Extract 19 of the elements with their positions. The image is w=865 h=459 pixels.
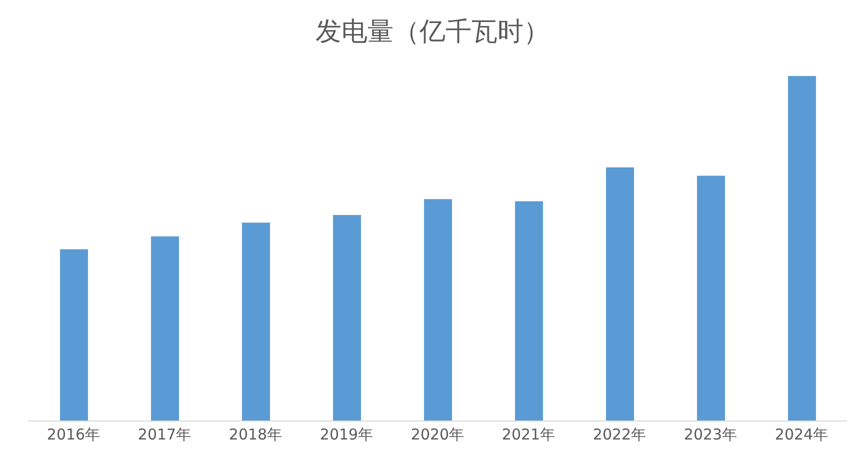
bar — [515, 201, 543, 421]
x-tick-label: 2019年 — [320, 426, 374, 444]
bar — [697, 176, 725, 421]
x-tick-label: 2017年 — [138, 426, 192, 444]
bar — [242, 222, 270, 421]
bar — [60, 249, 88, 421]
bar — [151, 236, 179, 421]
bar — [606, 167, 634, 421]
bar — [333, 215, 361, 421]
x-tick-label: 2018年 — [228, 426, 282, 444]
x-tick-label: 2020年 — [410, 426, 464, 444]
x-tick-label: 2023年 — [684, 426, 738, 444]
bar — [788, 76, 816, 421]
x-tick-label: 2021年 — [502, 426, 556, 444]
x-tick-label: 2024年 — [774, 426, 828, 444]
x-tick-label: 2022年 — [592, 426, 646, 444]
chart-title: 发电量（亿千瓦时） — [314, 16, 550, 49]
x-tick-label: 2016年 — [46, 426, 100, 444]
bar — [424, 199, 452, 421]
